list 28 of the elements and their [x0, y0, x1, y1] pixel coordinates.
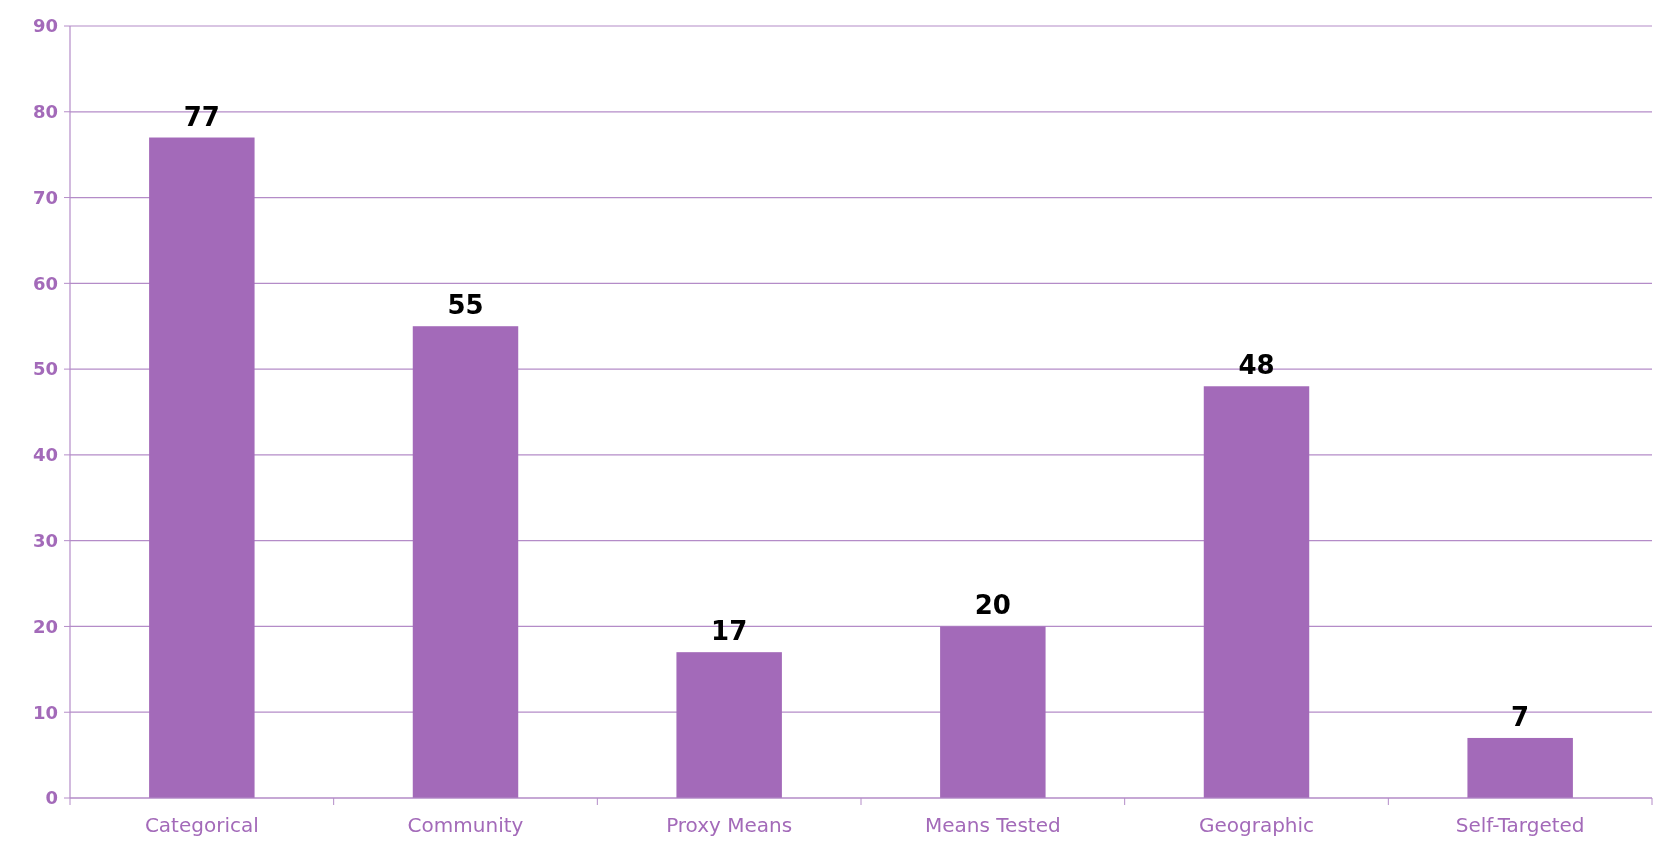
y-tick-label: 40 [32, 444, 58, 466]
bar [1467, 737, 1573, 798]
bar [940, 626, 1046, 798]
data-label: 20 [974, 590, 1011, 621]
bar [1203, 386, 1310, 798]
data-label: 17 [711, 616, 748, 647]
x-tick-label: Geographic [1198, 813, 1315, 837]
y-tick-label: 90 [32, 15, 58, 37]
y-tick-label: 70 [32, 186, 58, 208]
x-tick-label: Means Tested [925, 813, 1061, 837]
y-tick-label: 20 [32, 615, 58, 637]
y-tick-label: 80 [32, 101, 58, 123]
data-label: 77 [183, 101, 220, 132]
x-tick-label: Proxy Means [666, 813, 793, 837]
data-label: 7 [1511, 701, 1530, 732]
bar [676, 652, 782, 798]
y-tick-label: 30 [32, 529, 58, 551]
y-tick-label: 60 [32, 272, 58, 294]
x-tick-label: Categorical [144, 813, 259, 837]
x-tick-label: Community [407, 813, 524, 837]
y-tick-label: 0 [45, 787, 58, 809]
x-tick-label: Self-Targeted [1455, 813, 1585, 837]
y-tick-label: 10 [32, 701, 58, 723]
y-tick-label: 50 [32, 358, 58, 380]
bar [149, 137, 255, 798]
data-label: 55 [447, 290, 484, 321]
data-label: 48 [1238, 350, 1275, 381]
bar [412, 326, 519, 798]
